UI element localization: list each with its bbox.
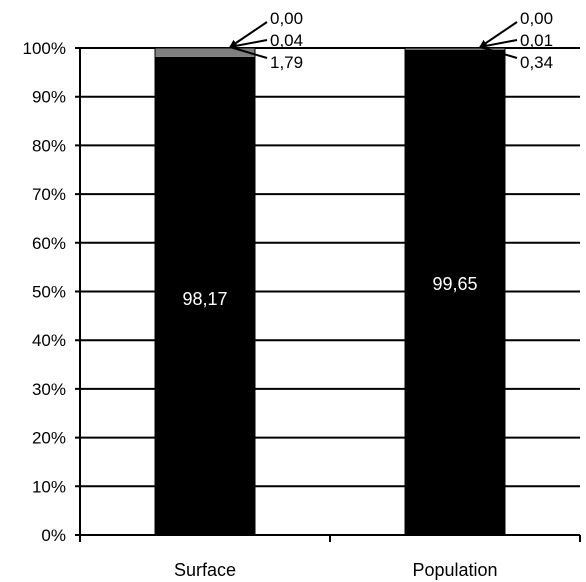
- callout-label: 0,00: [270, 9, 303, 28]
- y-tick-label: 0%: [41, 526, 66, 545]
- callout-leader: [479, 39, 518, 48]
- bar-segment: [405, 48, 505, 50]
- y-tick-label: 10%: [32, 477, 66, 496]
- y-tick-label: 40%: [32, 331, 66, 350]
- y-tick-label: 30%: [32, 380, 66, 399]
- callout-leader: [479, 21, 518, 48]
- y-tick-label: 70%: [32, 185, 66, 204]
- callout-label: 0,04: [270, 31, 303, 50]
- y-tick-label: 90%: [32, 88, 66, 107]
- callout-leader: [229, 46, 268, 59]
- bar-segment: [155, 56, 255, 535]
- y-tick-label: 100%: [23, 39, 66, 58]
- data-label: 99,65: [432, 274, 477, 294]
- callout-leader: [479, 46, 518, 59]
- data-label: 98,17: [182, 289, 227, 309]
- callout-leader: [229, 39, 268, 48]
- callout-label: 1,79: [270, 53, 303, 72]
- y-tick-label: 80%: [32, 136, 66, 155]
- callout-label: 0,00: [520, 9, 553, 28]
- callout-label: 0,34: [520, 53, 553, 72]
- bar-segment: [155, 48, 255, 57]
- callout-leader: [229, 21, 268, 48]
- y-tick-label: 50%: [32, 283, 66, 302]
- x-category-label: Surface: [174, 560, 236, 580]
- callout-label: 0,01: [520, 31, 553, 50]
- bar-segment: [405, 49, 505, 535]
- x-category-label: Population: [412, 560, 497, 580]
- y-tick-label: 20%: [32, 429, 66, 448]
- y-tick-label: 60%: [32, 234, 66, 253]
